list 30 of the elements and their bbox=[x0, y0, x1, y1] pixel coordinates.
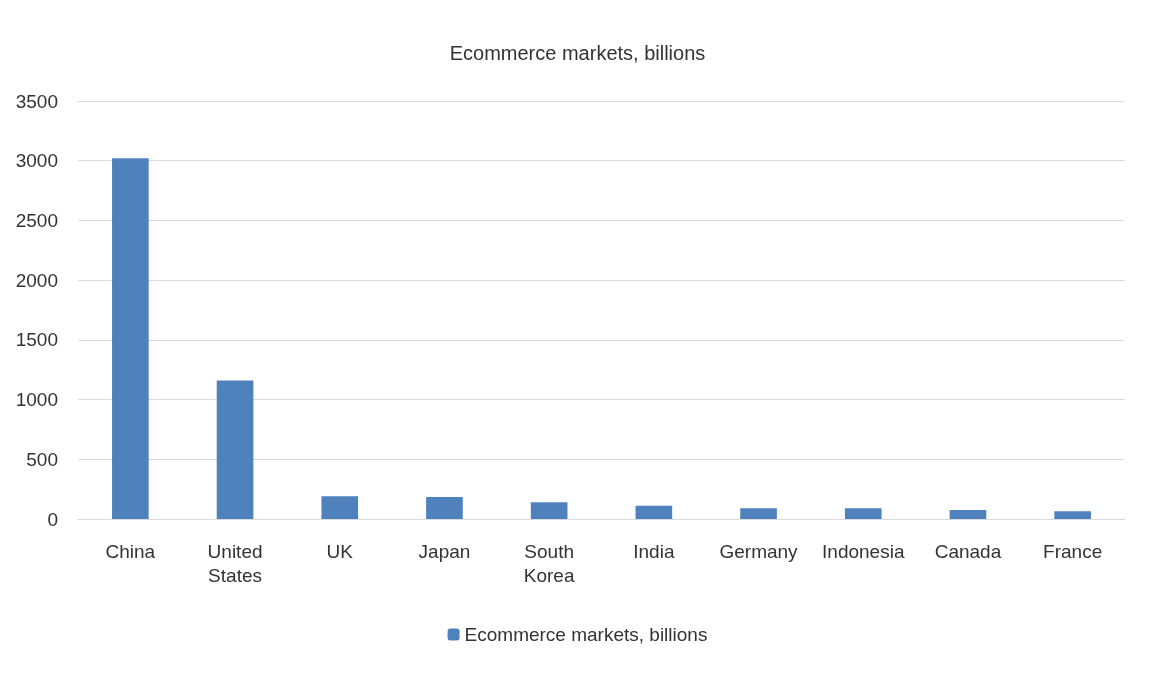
bar bbox=[321, 496, 359, 519]
bar bbox=[949, 510, 987, 519]
bar bbox=[216, 380, 254, 519]
x-tick-label: UK bbox=[326, 540, 354, 562]
x-tick-label: South Korea bbox=[523, 540, 575, 586]
bar bbox=[112, 158, 149, 519]
y-tick-label: 3500 bbox=[15, 90, 58, 112]
x-tick-label: Canada bbox=[934, 540, 1002, 562]
y-tick-label: 2000 bbox=[15, 269, 58, 291]
y-tick-label: 1000 bbox=[15, 389, 58, 411]
x-tick-label: Germany bbox=[719, 540, 799, 562]
chart-title: Ecommerce markets, billions bbox=[449, 42, 706, 64]
bar bbox=[1054, 511, 1091, 519]
y-tick-label: 500 bbox=[26, 448, 58, 470]
bar bbox=[844, 508, 882, 519]
x-tick-label: Japan bbox=[418, 540, 471, 562]
bar bbox=[426, 496, 463, 519]
bar bbox=[530, 502, 568, 519]
legend-label: Ecommerce markets, billions bbox=[464, 624, 708, 645]
bar bbox=[635, 505, 673, 519]
y-tick-label: 3000 bbox=[15, 150, 58, 172]
x-tick-label: United States bbox=[207, 540, 263, 586]
y-tick-label: 2500 bbox=[15, 209, 58, 231]
x-tick-label: Indonesia bbox=[822, 540, 905, 562]
x-tick-label: India bbox=[633, 540, 675, 562]
bar bbox=[740, 508, 777, 519]
y-tick-label: 0 bbox=[47, 508, 58, 530]
x-tick-label: China bbox=[105, 540, 156, 562]
x-tick-label: France bbox=[1043, 540, 1103, 562]
y-tick-label: 1500 bbox=[15, 329, 58, 351]
